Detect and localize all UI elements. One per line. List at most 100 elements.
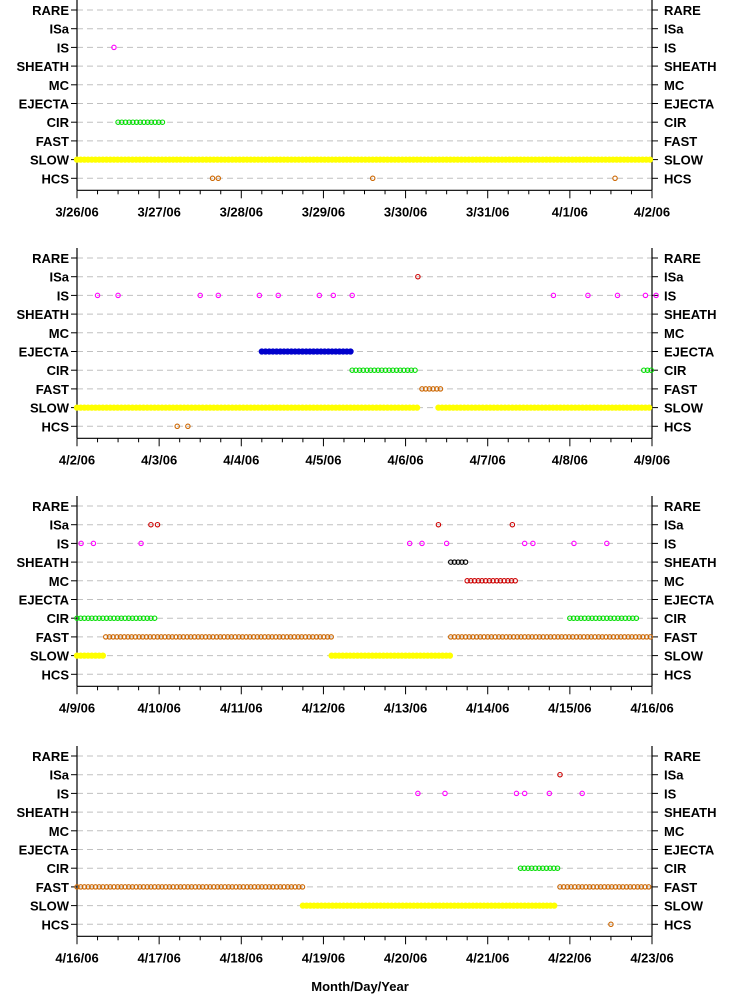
data-point: [386, 367, 392, 373]
data-point: [103, 615, 110, 621]
data-point: [442, 790, 448, 797]
data-point: [162, 634, 168, 640]
data-point: [443, 540, 450, 547]
data-point: [254, 634, 261, 640]
data-point: [422, 386, 429, 392]
series-mc: [464, 578, 518, 584]
data-point: [74, 615, 80, 621]
data-point: [77, 884, 84, 890]
data-point: [110, 634, 116, 640]
data-point: [513, 790, 520, 797]
data-point: [218, 884, 224, 890]
data-point: [521, 790, 528, 797]
y-label-left: HCS: [42, 419, 70, 434]
data-point: [273, 884, 280, 890]
y-label-left: EJECTA: [19, 97, 70, 112]
data-point: [125, 634, 131, 640]
panel-3: RARE RARE ISa ISa IS IS SHEATH SHEATH MC MC EJECTA…: [17, 496, 716, 715]
y-label-right: SLOW: [664, 899, 704, 914]
data-point: [393, 367, 400, 373]
data-point: [347, 348, 354, 355]
y-label-left: SHEATH: [17, 555, 69, 570]
data-point: [287, 634, 294, 640]
data-point: [144, 884, 150, 890]
data-point: [505, 578, 511, 584]
data-point: [586, 884, 593, 890]
data-point: [174, 423, 180, 430]
y-label-right: CIR: [664, 363, 687, 378]
data-point: [92, 615, 99, 621]
data-point: [360, 367, 367, 373]
data-point: [594, 884, 600, 890]
x-tick-label: 4/2/06: [634, 204, 670, 219]
data-point: [367, 367, 374, 373]
data-point: [181, 884, 187, 890]
data-point: [406, 540, 413, 547]
y-label-left: SLOW: [30, 401, 70, 416]
series-is: [415, 790, 585, 797]
data-point: [497, 578, 504, 584]
data-point: [196, 884, 202, 890]
data-point: [525, 865, 531, 871]
data-point: [375, 367, 381, 373]
data-point: [280, 634, 286, 640]
y-label-left: SLOW: [30, 153, 70, 168]
x-tick-label: 4/17/06: [137, 950, 180, 965]
panel-2: RARE RARE ISa ISa IS IS SHEATH SHEATH MC MC EJECTA…: [17, 248, 716, 467]
y-label-left: RARE: [32, 749, 69, 764]
x-tick-label: 4/9/06: [634, 452, 670, 467]
data-point: [206, 634, 213, 640]
data-point: [148, 119, 155, 125]
y-label-right: FAST: [664, 880, 697, 895]
data-point: [625, 634, 631, 640]
y-label-left: ISa: [49, 270, 69, 285]
data-point: [302, 634, 309, 640]
data-point: [581, 615, 588, 621]
data-point: [229, 884, 236, 890]
data-point: [555, 634, 561, 640]
data-point: [573, 634, 580, 640]
data-point: [568, 884, 574, 890]
data-point: [176, 634, 183, 640]
data-point: [99, 652, 107, 659]
data-point: [539, 865, 546, 871]
data-point: [258, 634, 264, 640]
data-point: [529, 634, 535, 640]
data-point: [126, 615, 132, 621]
data-point: [618, 634, 624, 640]
x-tick-label: 4/12/06: [302, 700, 345, 715]
data-point: [250, 634, 257, 640]
data-point: [584, 634, 591, 640]
series-cir: [349, 367, 654, 373]
y-label-left: SLOW: [30, 899, 70, 914]
data-point: [642, 292, 649, 299]
data-point: [446, 652, 454, 659]
data-point: [621, 634, 628, 640]
data-point: [517, 865, 524, 871]
data-point: [543, 865, 550, 871]
data-point: [382, 367, 389, 373]
data-point: [521, 634, 528, 640]
x-tick-label: 4/2/06: [59, 452, 95, 467]
y-label-left: IS: [57, 786, 70, 801]
data-point: [547, 865, 553, 871]
y-label-right: SHEATH: [664, 805, 716, 820]
y-label-right: SHEATH: [664, 307, 716, 322]
data-point: [118, 615, 125, 621]
y-label-right: EJECTA: [664, 345, 715, 360]
data-point: [243, 634, 249, 640]
data-point: [525, 634, 532, 640]
data-point: [85, 884, 91, 890]
data-point: [631, 884, 637, 890]
data-point: [349, 292, 355, 299]
data-point: [557, 884, 563, 890]
data-point: [126, 884, 132, 890]
data-point: [292, 884, 298, 890]
y-label-right: HCS: [664, 419, 692, 434]
data-point: [77, 615, 84, 621]
data-point: [551, 634, 557, 640]
data-point: [579, 884, 585, 890]
data-point: [518, 634, 524, 640]
data-point: [604, 540, 610, 547]
data-point: [577, 634, 583, 640]
